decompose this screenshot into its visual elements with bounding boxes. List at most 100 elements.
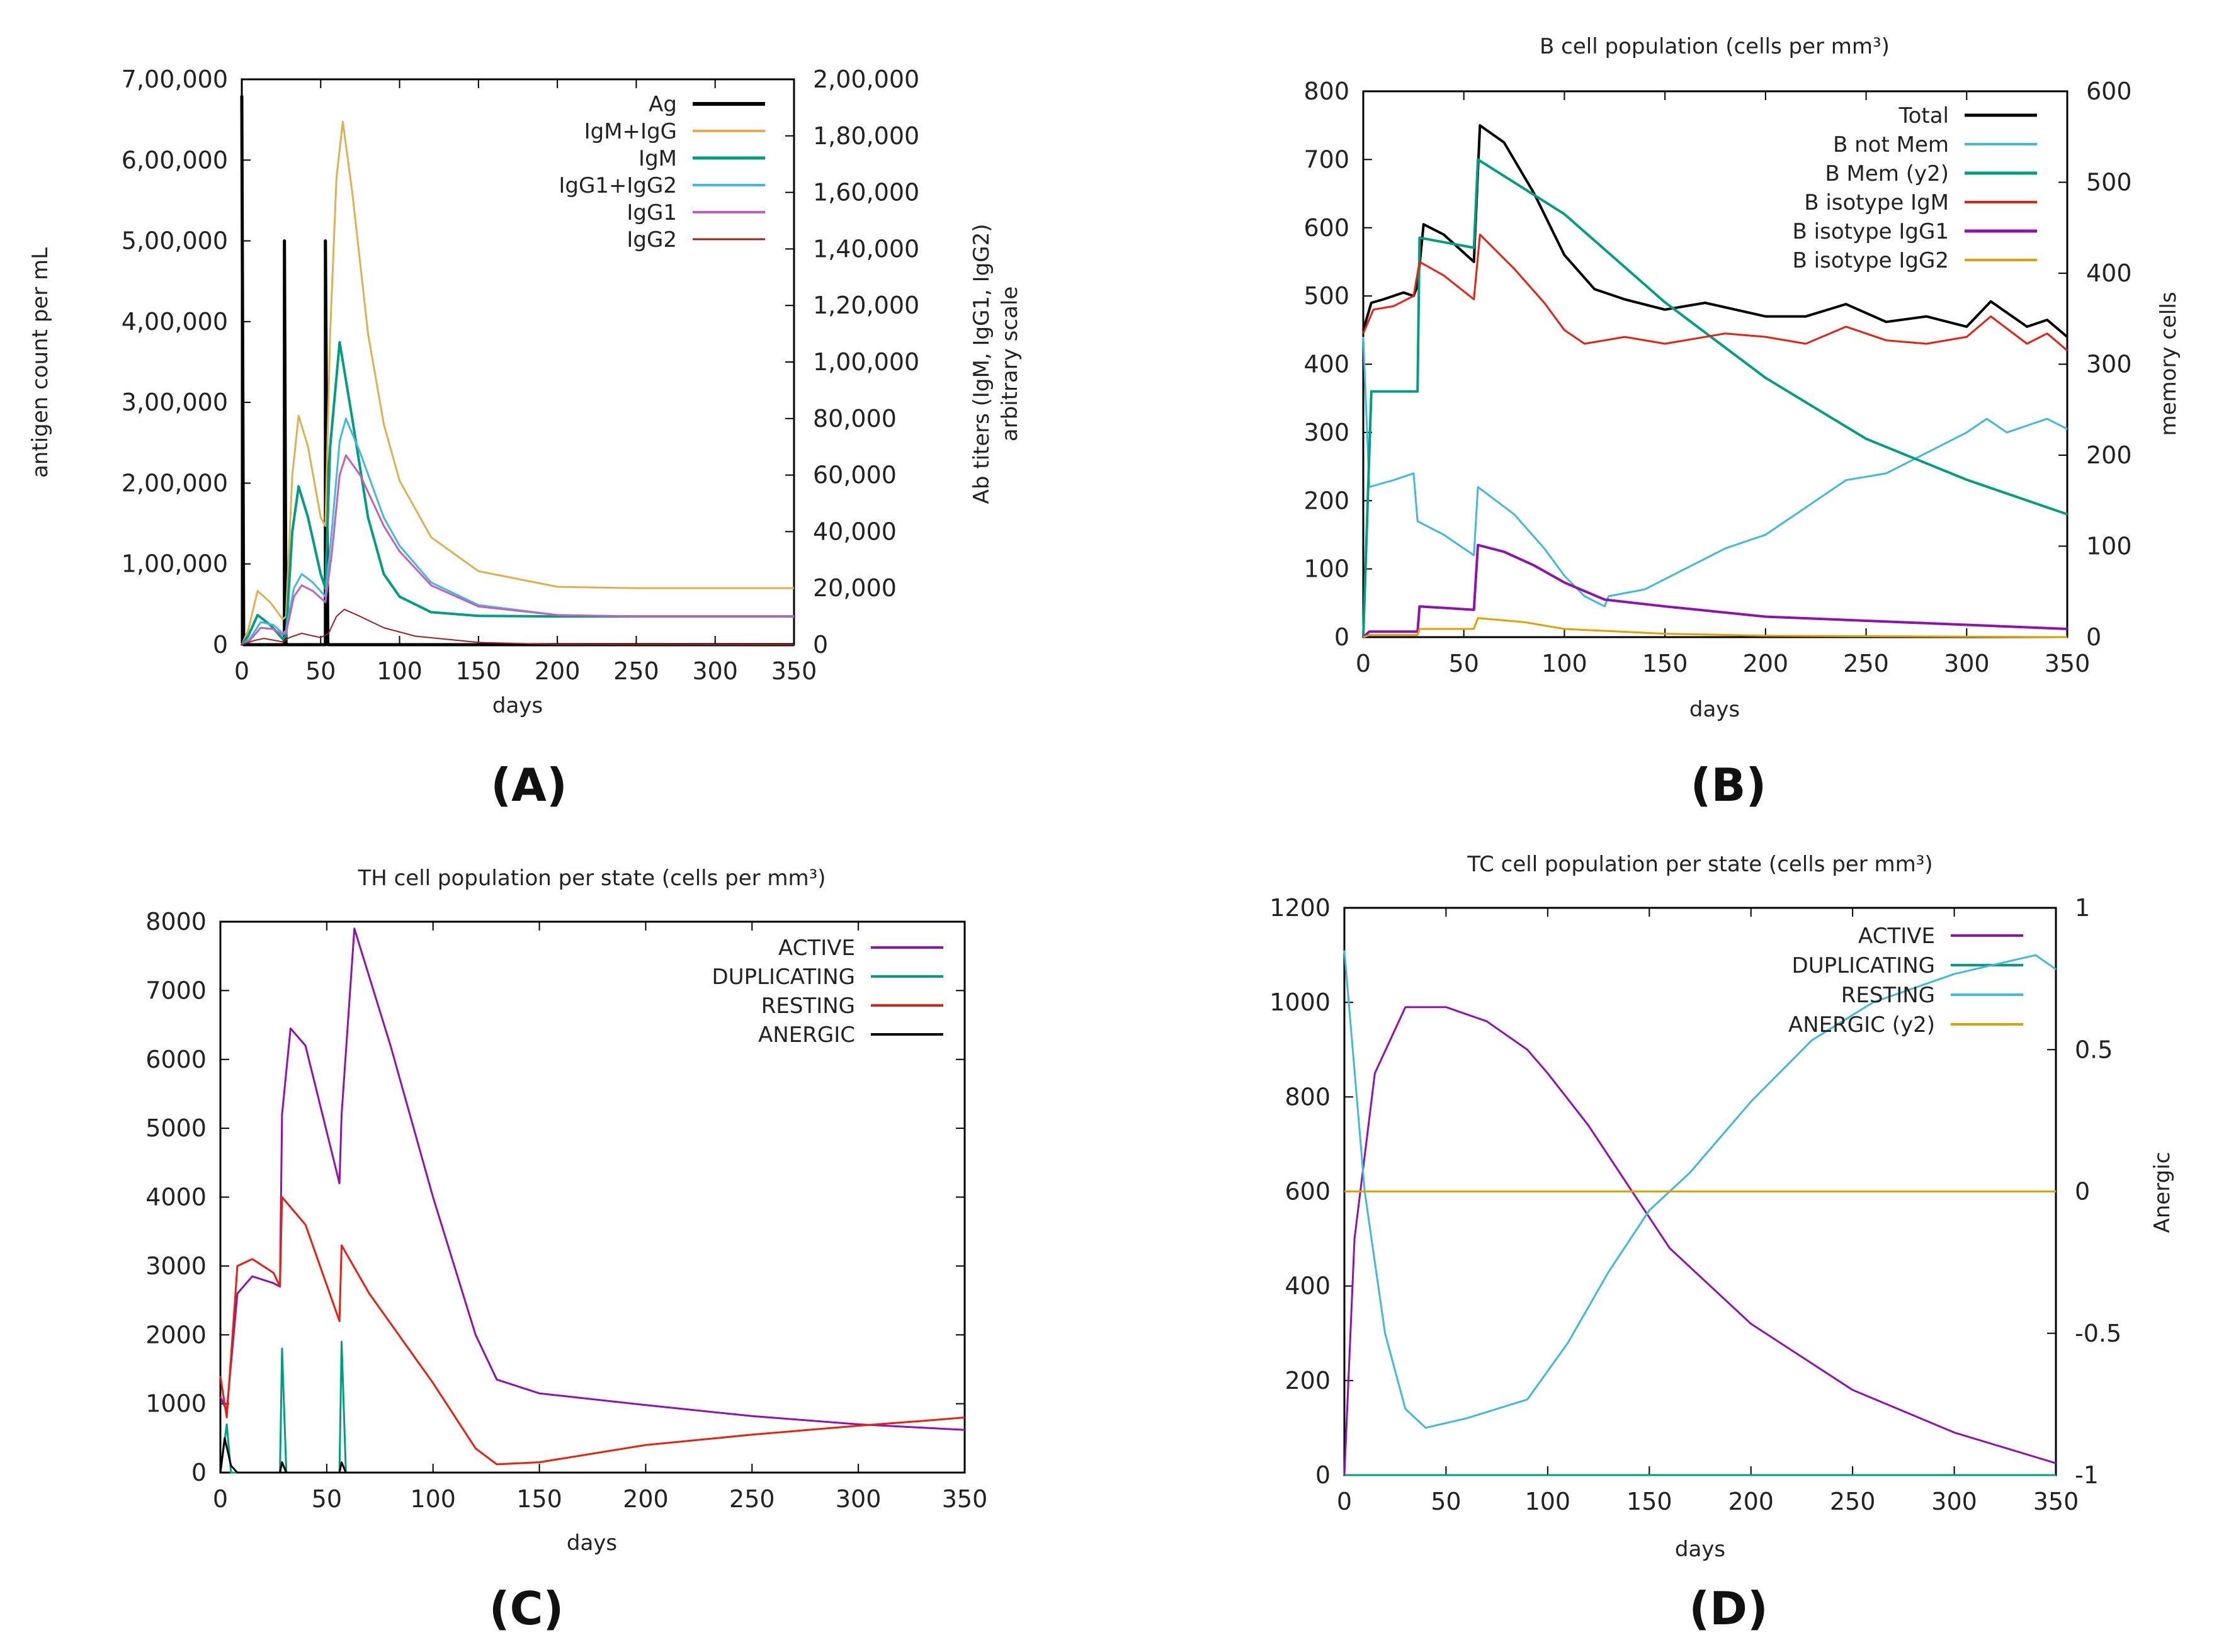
panel-label: (C) <box>489 1582 564 1635</box>
y2-tick-label: 0 <box>813 631 828 659</box>
series-line-resting <box>1343 950 2057 1429</box>
y2-tick-label: 20,000 <box>813 574 897 602</box>
y2-tick-label: 300 <box>2086 351 2132 378</box>
x-tick-label: 50 <box>312 1485 342 1513</box>
y-tick-label: 0 <box>213 631 228 659</box>
y-tick-label: 400 <box>1303 351 1349 378</box>
x-tick-label: 0 <box>234 657 249 685</box>
x-axis-label: days <box>1689 697 1740 722</box>
series-line-b-isotype-igm <box>1362 234 2068 351</box>
legend-label: B isotype IgG1 <box>1793 219 1949 244</box>
series-line-anergic <box>219 1437 965 1474</box>
x-tick-label: 100 <box>1541 650 1587 677</box>
x-tick-label: 150 <box>1642 650 1688 677</box>
y-tick-label: 800 <box>1285 1083 1331 1111</box>
x-tick-label: 350 <box>771 657 817 685</box>
chart-panel-3: 0 50 100 150 200 250 300 350 0 200 400 600 800 1000 12… <box>1269 852 2175 1635</box>
y-tick-label: 600 <box>1285 1178 1331 1206</box>
y2-tick-label: 100 <box>2086 533 2132 560</box>
legend-label: RESTING <box>761 993 855 1019</box>
y-tick-label: 8000 <box>145 908 207 936</box>
x-axis-label: days <box>492 693 543 718</box>
x-tick-label: 300 <box>1931 1488 1977 1515</box>
series-line-b-mem-y2- <box>1362 158 2068 638</box>
legend-label: B not Mem <box>1833 132 1949 157</box>
y-tick-label: 200 <box>1285 1367 1331 1395</box>
x-axis-label: days <box>1675 1537 1725 1562</box>
x-tick-label: 300 <box>692 657 738 685</box>
series-line-igg2 <box>241 608 795 645</box>
x-tick-label: 150 <box>516 1485 562 1513</box>
chart-title: B cell population (cells per mm³) <box>1540 34 1890 59</box>
series-line-resting <box>219 1196 965 1466</box>
y2-tick-label: 1,00,000 <box>813 348 919 376</box>
y-tick-label: 3,00,000 <box>122 388 228 416</box>
legend-label: Ag <box>649 92 677 117</box>
legend-label: ACTIVE <box>778 936 855 961</box>
y-tick-label: 2,00,000 <box>122 469 228 497</box>
y2-axis-label: memory cells <box>2156 291 2181 436</box>
y-tick-label: 2000 <box>145 1321 207 1349</box>
y-tick-label: 5,00,000 <box>122 227 228 255</box>
y-tick-label: 400 <box>1285 1272 1331 1300</box>
legend-label: ACTIVE <box>1858 924 1935 949</box>
series-line-b-isotype-igg2 <box>1363 617 2068 638</box>
series-line-igg1 <box>241 454 794 646</box>
y2-tick-label: 60,000 <box>813 461 897 489</box>
y-tick-label: 3000 <box>145 1252 207 1280</box>
legend-label: B isotype IgG2 <box>1793 248 1949 273</box>
y2-tick-label: 0 <box>2075 1178 2090 1206</box>
y-tick-label: 0 <box>1334 623 1349 651</box>
y2-tick-label: 1,80,000 <box>813 122 919 150</box>
legend-label: B Mem (y2) <box>1825 161 1949 186</box>
y-tick-label: 6000 <box>145 1046 207 1073</box>
x-tick-label: 350 <box>2033 1488 2079 1515</box>
legend-label: RESTING <box>1841 983 1935 1008</box>
plot-frame <box>1362 90 2069 638</box>
legend-label: IgG2 <box>627 227 677 252</box>
y-tick-label: 7,00,000 <box>122 65 228 93</box>
x-tick-label: 150 <box>456 657 502 685</box>
y-tick-label: 1000 <box>145 1390 207 1418</box>
y2-tick-label: 600 <box>2086 77 2132 105</box>
series-line-igg1-igg2 <box>241 417 794 646</box>
y-tick-label: 800 <box>1303 77 1349 105</box>
y2-tick-label: 1,60,000 <box>813 179 919 206</box>
x-tick-label: 0 <box>213 1485 228 1513</box>
y2-tick-label: -0.5 <box>2075 1320 2121 1347</box>
y-tick-label: 4000 <box>145 1184 207 1211</box>
x-tick-label: 50 <box>305 657 336 685</box>
y2-tick-label: 500 <box>2086 169 2132 196</box>
y2-tick-label: 2,00,000 <box>813 65 919 93</box>
x-tick-label: 250 <box>729 1485 775 1513</box>
legend-label: IgM <box>638 146 677 171</box>
x-tick-label: 100 <box>377 657 423 685</box>
y-tick-label: 5000 <box>145 1114 207 1142</box>
x-tick-label: 50 <box>1431 1488 1461 1515</box>
x-tick-label: 200 <box>1728 1488 1774 1515</box>
series-line-ag <box>240 95 794 647</box>
legend-label: DUPLICATING <box>1792 953 1935 978</box>
y-axis-label: antigen count per mL <box>28 247 53 478</box>
x-tick-label: 300 <box>1944 650 1990 677</box>
legend-label: DUPLICATING <box>712 965 855 990</box>
legend-label: IgG1+IgG2 <box>559 173 677 198</box>
panel-label: (B) <box>1691 759 1767 812</box>
y2-axis-label: Ab titers (IgM, IgG1, IgG2) <box>969 223 994 504</box>
y2-tick-label: 200 <box>2086 441 2132 469</box>
x-tick-label: 250 <box>1830 1488 1876 1515</box>
x-axis-label: days <box>567 1530 617 1556</box>
y-tick-label: 7000 <box>145 976 207 1004</box>
y-tick-label: 0 <box>1315 1461 1331 1489</box>
y-tick-label: 1000 <box>1269 988 1331 1016</box>
x-tick-label: 0 <box>1337 1488 1352 1515</box>
y-tick-label: 100 <box>1303 555 1349 583</box>
x-tick-label: 350 <box>942 1485 988 1513</box>
y-tick-label: 4,00,000 <box>122 308 228 336</box>
y2-axis-label: arbitrary scale <box>997 286 1023 442</box>
chart-panel-2: 0 50 100 150 200 250 300 350 0 1000 2000 3000 4000 50… <box>145 866 987 1635</box>
x-tick-label: 150 <box>1626 1488 1672 1515</box>
y-tick-label: 6,00,000 <box>122 146 228 174</box>
legend-label: B isotype IgM <box>1804 190 1949 215</box>
series-line-active <box>219 927 965 1431</box>
